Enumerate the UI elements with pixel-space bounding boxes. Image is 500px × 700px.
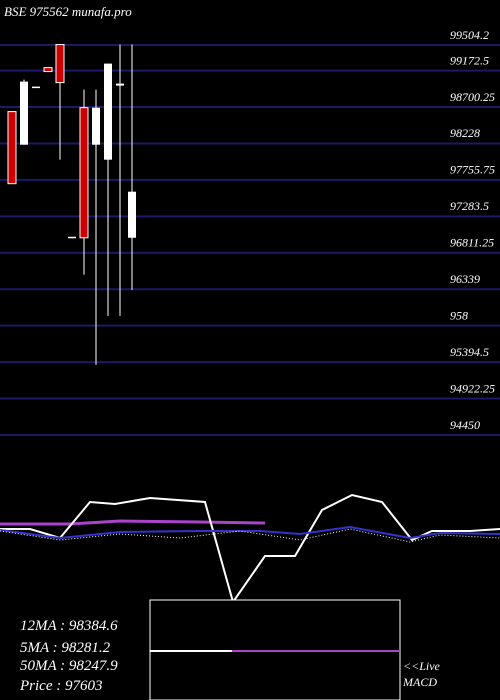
- plot: 99504.2 99172.5 98700.25 98228 97755.75 97283…: [0, 28, 500, 436]
- y-tick-label: 98228: [450, 126, 480, 140]
- macd-dots: [0, 528, 500, 543]
- stat-value: 98281.2: [61, 640, 110, 656]
- y-tick-label: 96811.25: [450, 236, 494, 250]
- y-tick-label: 95394.5: [450, 345, 489, 359]
- stat-value: 98384.6: [69, 618, 118, 634]
- y-tick-label: 99504.2: [450, 28, 489, 42]
- candle-body: [104, 63, 112, 160]
- candle-body: [116, 83, 124, 86]
- y-tick-label: 94450: [450, 418, 480, 432]
- macd-histogram: [0, 525, 500, 540]
- y-tick-label: 958: [450, 308, 468, 322]
- macd-panel: [0, 493, 500, 700]
- stats: 12MA : 98384.6 5MA : 98281.2 50MA : 9824…: [19, 618, 441, 694]
- candle-body: [79, 107, 89, 239]
- y-tick-label: 94922.25: [450, 381, 495, 395]
- stat-label: Price: [19, 678, 53, 694]
- y-tick-label: 97283.5: [450, 199, 489, 213]
- stat: 12MA : 98384.6: [20, 618, 118, 634]
- y-tick-label: 99172.5: [450, 53, 489, 67]
- live-label: <<Live: [403, 659, 441, 673]
- chart-title: BSE 975562 munafa.pro: [4, 4, 132, 19]
- stat-label: 50MA: [20, 658, 57, 674]
- candle-body: [20, 81, 28, 145]
- indicator-label: MACD: [402, 675, 437, 689]
- candle-body: [92, 107, 100, 145]
- candle-body: [43, 67, 53, 73]
- candle-body: [7, 111, 17, 185]
- stat: 5MA : 98281.2: [20, 640, 111, 656]
- candle-body: [68, 236, 76, 239]
- candle-body: [128, 191, 136, 238]
- macd-signal: [0, 519, 266, 526]
- candle-body: [32, 86, 40, 89]
- y-tick-label: 96339: [450, 272, 480, 286]
- stat-label: 12MA: [20, 618, 57, 634]
- y-tick-label: 97755.75: [450, 163, 495, 177]
- y-tick-label: 98700.25: [450, 90, 495, 104]
- stat-value: 97603: [65, 678, 103, 694]
- macd-line: [0, 493, 500, 605]
- stat: Price : 97603: [19, 678, 102, 694]
- stat-value: 98247.9: [69, 658, 118, 674]
- candle-body: [55, 44, 65, 84]
- stat-label: 5MA: [20, 640, 50, 656]
- stat: 50MA : 98247.9: [20, 658, 118, 674]
